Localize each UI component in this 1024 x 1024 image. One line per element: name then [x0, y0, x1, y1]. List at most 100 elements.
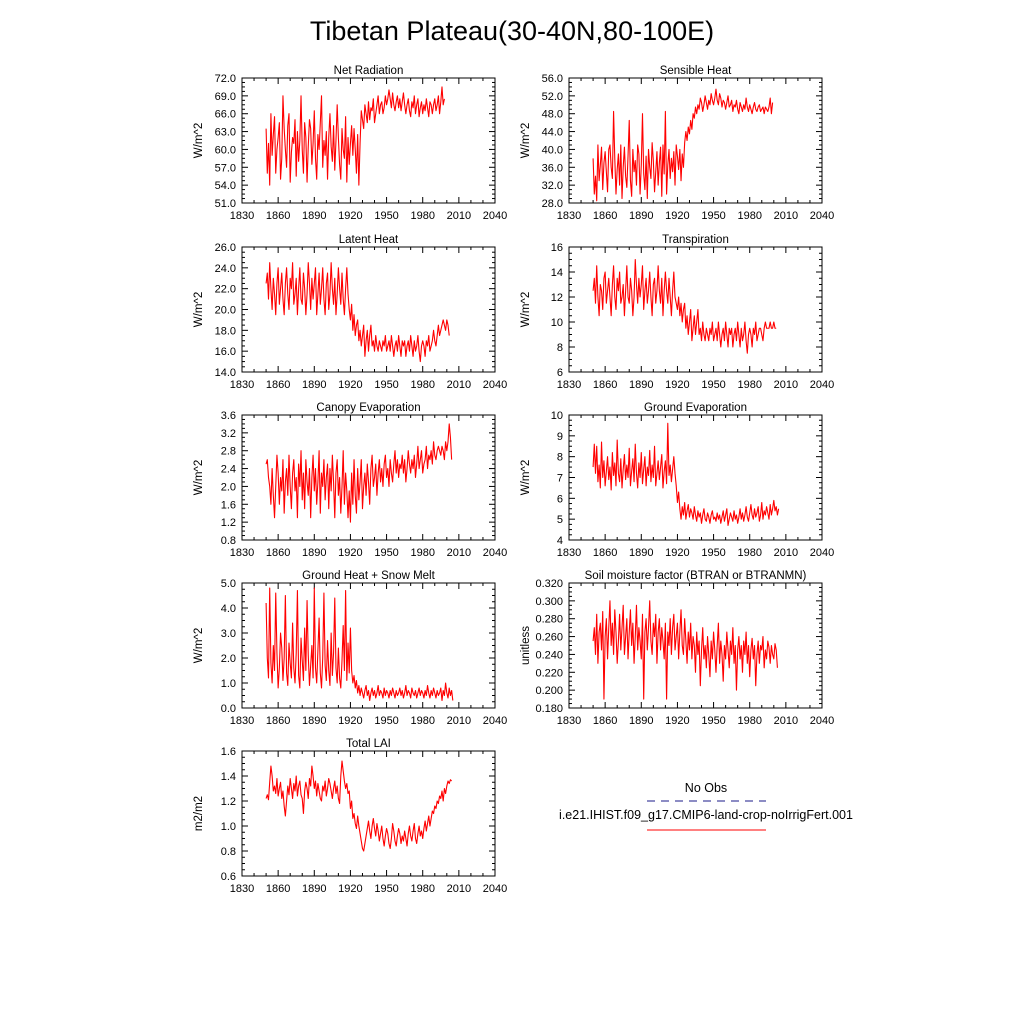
x-tick-label: 1890: [302, 547, 326, 559]
y-tick-label: 10: [551, 317, 563, 329]
x-tick-label: 1950: [701, 547, 725, 559]
y-tick-label: 0.0: [221, 703, 236, 715]
y-tick-label: 0.260: [535, 632, 563, 644]
x-tick-label: 2010: [447, 547, 471, 559]
x-tick-label: 2010: [774, 547, 798, 559]
x-tick-label: 1890: [629, 715, 653, 727]
panel-title: Net Radiation: [334, 65, 404, 77]
panel-net-radiation: Net Radiation W/m^2 1830 1860 1890 1920 1950 19…: [193, 65, 507, 222]
panel-soil-moisture-factor-btran-or-btranmn: Soil moisture factor (BTRAN or BTRANMN) u…: [520, 570, 834, 727]
x-tick-label: 2040: [483, 715, 507, 727]
x-tick-label: 1830: [557, 715, 581, 727]
x-tick-label: 1860: [266, 715, 290, 727]
legend-label-no-obs: No Obs: [685, 781, 727, 795]
x-tick-label: 1920: [338, 547, 362, 559]
y-tick-label: 48.0: [542, 109, 563, 121]
x-tick-label: 1920: [665, 210, 689, 222]
y-tick-label: 57.0: [215, 162, 236, 174]
y-tick-label: 20.0: [215, 305, 236, 317]
y-axis-label: W/m^2: [193, 628, 205, 663]
y-tick-label: 4: [557, 535, 563, 547]
y-tick-label: 1.0: [221, 821, 236, 833]
x-tick-label: 1920: [338, 883, 362, 895]
y-tick-label: 52.0: [542, 91, 563, 103]
y-tick-label: 0.8: [221, 846, 236, 858]
y-tick-label: 72.0: [215, 73, 236, 85]
y-tick-label: 18.0: [215, 325, 236, 337]
x-tick-label: 1830: [230, 379, 254, 391]
y-tick-label: 60.0: [215, 144, 236, 156]
plot-frame: [241, 246, 496, 373]
series-line: [592, 422, 780, 526]
x-tick-label: 1920: [338, 715, 362, 727]
x-tick-label: 1890: [629, 210, 653, 222]
x-tick-label: 1920: [338, 210, 362, 222]
x-tick-label: 2010: [774, 715, 798, 727]
y-tick-label: 5: [557, 514, 563, 526]
panel-transpiration: Transpiration W/m^2 1830 1860 1890 1920 1950 19…: [520, 234, 834, 391]
y-tick-label: 6: [557, 367, 563, 379]
y-tick-label: 2.0: [221, 481, 236, 493]
series-line: [592, 258, 777, 354]
legend: No Obs i.e21.IHIST.f09_g17.CMIP6-land-cr…: [559, 781, 853, 831]
x-tick-label: 2010: [774, 210, 798, 222]
y-tick-label: 1.2: [221, 517, 236, 529]
plot-frame: [568, 246, 823, 373]
x-tick-label: 2040: [810, 210, 834, 222]
y-tick-label: 3.0: [221, 628, 236, 640]
panel-title: Total LAI: [346, 738, 391, 750]
y-tick-label: 56.0: [542, 73, 563, 85]
x-tick-label: 1890: [629, 379, 653, 391]
y-tick-label: 1.6: [221, 499, 236, 511]
series-line: [265, 262, 450, 363]
y-tick-label: 9: [557, 431, 563, 443]
x-tick-label: 1830: [557, 547, 581, 559]
x-tick-label: 1830: [230, 883, 254, 895]
x-tick-label: 1980: [410, 210, 434, 222]
y-tick-label: 0.6: [221, 871, 236, 883]
x-tick-label: 1950: [701, 210, 725, 222]
y-tick-label: 28.0: [542, 198, 563, 210]
x-tick-label: 1920: [665, 547, 689, 559]
y-tick-label: 69.0: [215, 91, 236, 103]
panel-title: Latent Heat: [339, 234, 399, 246]
y-tick-label: 1.4: [221, 771, 236, 783]
x-tick-label: 1830: [230, 547, 254, 559]
x-tick-label: 1980: [410, 379, 434, 391]
y-axis-label: W/m^2: [520, 460, 532, 495]
y-tick-label: 44.0: [542, 127, 563, 139]
x-tick-label: 1920: [338, 379, 362, 391]
x-tick-label: 1950: [374, 547, 398, 559]
y-tick-label: 1.6: [221, 746, 236, 758]
y-tick-label: 14: [551, 267, 563, 279]
y-tick-label: 0.320: [535, 578, 563, 590]
x-tick-label: 1980: [410, 883, 434, 895]
series-line: [265, 86, 445, 186]
panel-title: Ground Evaporation: [644, 402, 747, 414]
y-tick-label: 4.0: [221, 603, 236, 615]
y-tick-label: 22.0: [215, 284, 236, 296]
y-tick-label: 5.0: [221, 578, 236, 590]
x-tick-label: 2010: [774, 379, 798, 391]
panels: Net Radiation W/m^2 1830 1860 1890 1920 1950 19…: [193, 65, 834, 895]
panel-sensible-heat: Sensible Heat W/m^2 1830 1860 1890 1920 1950 19…: [520, 65, 834, 222]
y-tick-label: 0.240: [535, 649, 563, 661]
x-tick-label: 2040: [483, 210, 507, 222]
series-line: [592, 88, 774, 202]
y-tick-label: 14.0: [215, 367, 236, 379]
x-tick-label: 1980: [737, 715, 761, 727]
series-line: [592, 600, 778, 700]
y-tick-label: 0.8: [221, 535, 236, 547]
legend-label-run: i.e21.IHIST.f09_g17.CMIP6-land-crop-noIr…: [559, 808, 853, 822]
y-tick-label: 0.280: [535, 614, 563, 626]
x-tick-label: 1950: [374, 379, 398, 391]
plot-frame: [568, 414, 823, 541]
x-tick-label: 2010: [447, 883, 471, 895]
y-tick-label: 54.0: [215, 180, 236, 192]
x-tick-label: 2040: [483, 547, 507, 559]
y-tick-label: 16: [551, 242, 563, 254]
x-tick-label: 1950: [701, 379, 725, 391]
y-tick-label: 8: [557, 342, 563, 354]
y-tick-label: 26.0: [215, 242, 236, 254]
